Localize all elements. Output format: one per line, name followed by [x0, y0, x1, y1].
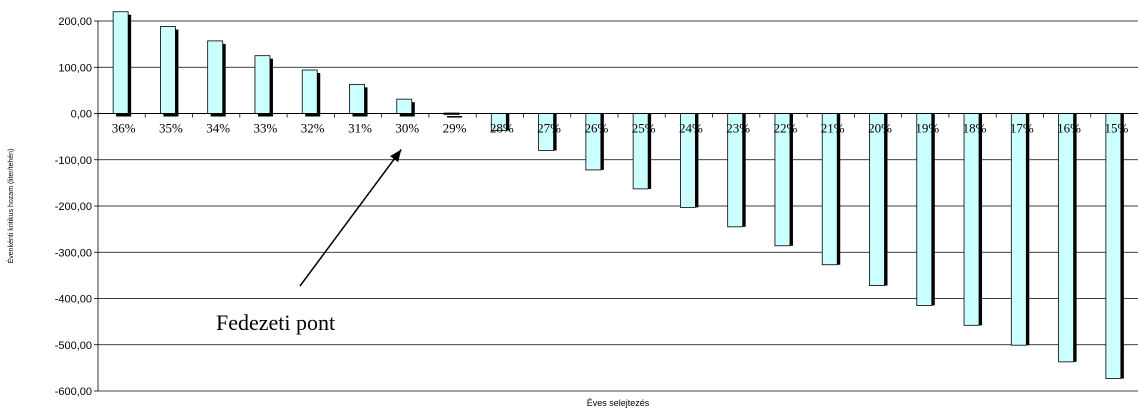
bar [349, 83, 368, 117]
bar [916, 113, 935, 306]
x-tick-label: 25% [632, 121, 656, 136]
y-tick-label: -200,00 [55, 201, 92, 213]
x-tick-label: 27% [537, 121, 561, 136]
bar [727, 113, 746, 228]
bar [112, 11, 132, 117]
bar-face [916, 113, 933, 306]
x-tick-label: 29% [443, 121, 467, 136]
bar [774, 113, 793, 247]
x-tick-label: 24% [679, 121, 703, 136]
x-tick-label: 35% [159, 121, 183, 136]
bar-face [254, 55, 271, 114]
annotation-arrowhead [390, 149, 402, 163]
bar-face [396, 98, 413, 114]
bar [1058, 113, 1077, 363]
bar-face [160, 26, 176, 114]
x-tick-label: 18% [963, 121, 987, 136]
bars [112, 11, 1124, 379]
bar [1010, 113, 1030, 346]
y-tick-label: -400,00 [55, 294, 92, 306]
bar-shadow [447, 116, 463, 118]
annotation-arrow [299, 149, 402, 287]
bar-face [1058, 113, 1074, 363]
x-tick-label: 20% [868, 121, 892, 136]
bar-face [869, 113, 885, 286]
bar [538, 113, 557, 151]
bar [207, 40, 226, 117]
x-axis-ticks: 36% 35% 34% 33% 32% 31% 30% 29% 28% 27% 26% 25% 24% 2… [97, 113, 1138, 136]
x-tick-label: 26% [584, 121, 608, 136]
y-tick-label: 100,00 [58, 62, 92, 74]
bar [1105, 113, 1124, 379]
y-tick-label: -600,00 [55, 386, 92, 398]
bar-face [1010, 113, 1027, 346]
x-tick-label: 19% [915, 121, 939, 136]
bar [254, 55, 273, 117]
bar [632, 113, 652, 190]
y-tick-label: -300,00 [55, 247, 92, 259]
x-tick-label: 23% [726, 121, 750, 136]
bar [585, 113, 604, 171]
y-tick-label: -100,00 [55, 155, 92, 167]
x-tick-label: 17% [1010, 121, 1034, 136]
bar [821, 113, 841, 266]
x-tick-label: 28% [490, 121, 514, 136]
x-tick-label: 33% [254, 121, 278, 136]
y-axis-ticks: 200,00 100,00 0,00 -100,00 -200,00 -300,00 -40… [55, 16, 99, 398]
x-tick-label: 21% [821, 121, 845, 136]
bar-face [821, 113, 838, 266]
bar-face [112, 11, 129, 114]
x-tick-label: 15% [1104, 121, 1128, 136]
x-tick-label: 30% [395, 121, 419, 136]
bar [490, 113, 510, 132]
y-tick-label: -500,00 [55, 340, 92, 352]
x-tick-label: 32% [301, 121, 325, 136]
bar [963, 113, 983, 326]
bar-face [207, 40, 224, 114]
x-axis-title: Éves selejtezés [587, 398, 650, 408]
bar-face [301, 69, 318, 114]
bar-face [349, 83, 365, 114]
y-tick-label: 0,00 [71, 109, 92, 121]
bar [396, 98, 415, 117]
x-tick-label: 34% [206, 121, 230, 136]
x-tick-label: 16% [1057, 121, 1081, 136]
annotation-label: Fedezeti pont [216, 310, 335, 335]
x-tick-label: 36% [112, 121, 136, 136]
x-tick-label: 31% [348, 121, 372, 136]
bar [680, 113, 699, 208]
bar [160, 26, 179, 117]
y-tick-label: 200,00 [58, 16, 92, 28]
bar-face [1105, 113, 1122, 379]
bar [869, 113, 888, 286]
y-axis-title: Évenkénti kritikus hozam (liter/tehén) [6, 149, 15, 264]
annotation: Fedezeti pont [216, 149, 402, 335]
x-tick-label: 22% [774, 121, 798, 136]
bar [301, 69, 321, 117]
bar-face [963, 113, 980, 326]
